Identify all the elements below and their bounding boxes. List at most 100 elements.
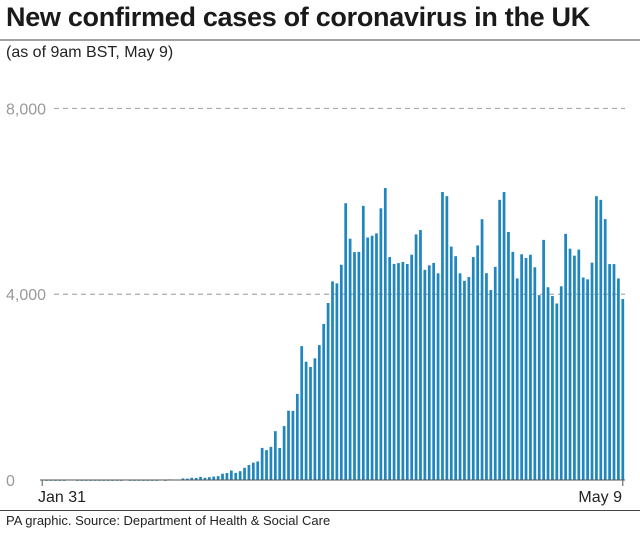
bar (313, 358, 317, 480)
bar (401, 261, 405, 480)
y-tick-label: 4,000 (6, 287, 46, 304)
x-tick-label-end: May 9 (578, 489, 622, 506)
bar (379, 208, 383, 481)
bar (317, 345, 321, 480)
bar (414, 234, 418, 480)
bar (278, 448, 282, 480)
chart-title: New confirmed cases of coronavirus in th… (6, 2, 590, 32)
bar (397, 263, 400, 480)
bar (234, 472, 238, 480)
bar (304, 361, 308, 480)
bar (449, 246, 453, 480)
source-note: PA graphic. Source: Department of Health… (6, 513, 331, 528)
bar (339, 264, 343, 480)
bar (599, 199, 603, 480)
bar (573, 255, 576, 480)
bar (331, 281, 334, 480)
bar (454, 256, 458, 480)
bar (485, 273, 488, 480)
bar (427, 265, 431, 480)
bar (586, 279, 589, 480)
bar (260, 447, 264, 480)
bar (251, 462, 255, 480)
bar (423, 269, 427, 480)
bar (511, 251, 515, 480)
bar (388, 257, 392, 480)
bar (502, 192, 506, 481)
bar (375, 233, 378, 480)
bar (445, 196, 449, 480)
bar (595, 196, 598, 480)
bar (225, 473, 229, 480)
bar (207, 477, 211, 480)
bar (348, 238, 352, 480)
bar (269, 446, 273, 480)
bar (537, 295, 541, 480)
bar (203, 477, 207, 480)
bar (247, 465, 251, 480)
bar (370, 235, 374, 480)
bar (612, 264, 616, 480)
bar (489, 290, 493, 480)
bar (335, 283, 339, 480)
source-rule (0, 510, 640, 511)
bar (291, 410, 295, 480)
bar (287, 410, 290, 480)
bar (436, 273, 440, 480)
bar (181, 478, 185, 480)
bars (40, 188, 625, 481)
bar (361, 205, 365, 480)
grid-lines (54, 107, 625, 295)
bar (256, 461, 260, 480)
bar (216, 476, 220, 480)
bar (467, 277, 471, 480)
bar (405, 264, 409, 480)
y-tick-labels: 0 4,000 8,000 (6, 101, 46, 490)
bar (221, 473, 224, 480)
x-tick-label-start: Jan 31 (38, 489, 86, 506)
bar (581, 277, 585, 480)
bar (555, 303, 559, 480)
bar (265, 450, 268, 480)
bar (441, 192, 444, 480)
bar (577, 249, 581, 480)
bar (520, 254, 523, 480)
bar (551, 296, 554, 480)
bar (524, 258, 528, 480)
bar (344, 203, 348, 481)
bar (194, 478, 198, 480)
bar (476, 245, 480, 480)
bar (282, 426, 286, 480)
bar (353, 252, 356, 480)
bar (392, 263, 396, 480)
chart-subtitle: (as of 9am BST, May 9) (6, 44, 174, 61)
bar (542, 239, 545, 480)
bar (432, 262, 436, 480)
bar (238, 471, 242, 480)
bar (357, 251, 361, 480)
bar (309, 367, 312, 480)
x-tick-marks (41, 480, 624, 486)
bar (322, 323, 326, 480)
bar-chart: 0 4,000 8,000 Jan 31 May 9 (0, 39, 640, 506)
bar (498, 199, 502, 480)
bar (533, 267, 537, 480)
bar (458, 273, 462, 480)
bar (568, 248, 572, 480)
bar (185, 478, 189, 480)
bar (273, 431, 277, 480)
bar (546, 287, 550, 480)
bar (295, 393, 299, 480)
bar (383, 188, 387, 481)
bar (463, 280, 466, 480)
y-tick-label: 8,000 (6, 101, 46, 118)
bar (300, 346, 304, 480)
bar (507, 231, 510, 480)
bar (212, 476, 216, 480)
bar (419, 230, 422, 480)
bar (529, 254, 532, 480)
bar (608, 264, 611, 480)
bar (229, 470, 233, 480)
bar (480, 219, 484, 480)
bar (603, 219, 607, 480)
